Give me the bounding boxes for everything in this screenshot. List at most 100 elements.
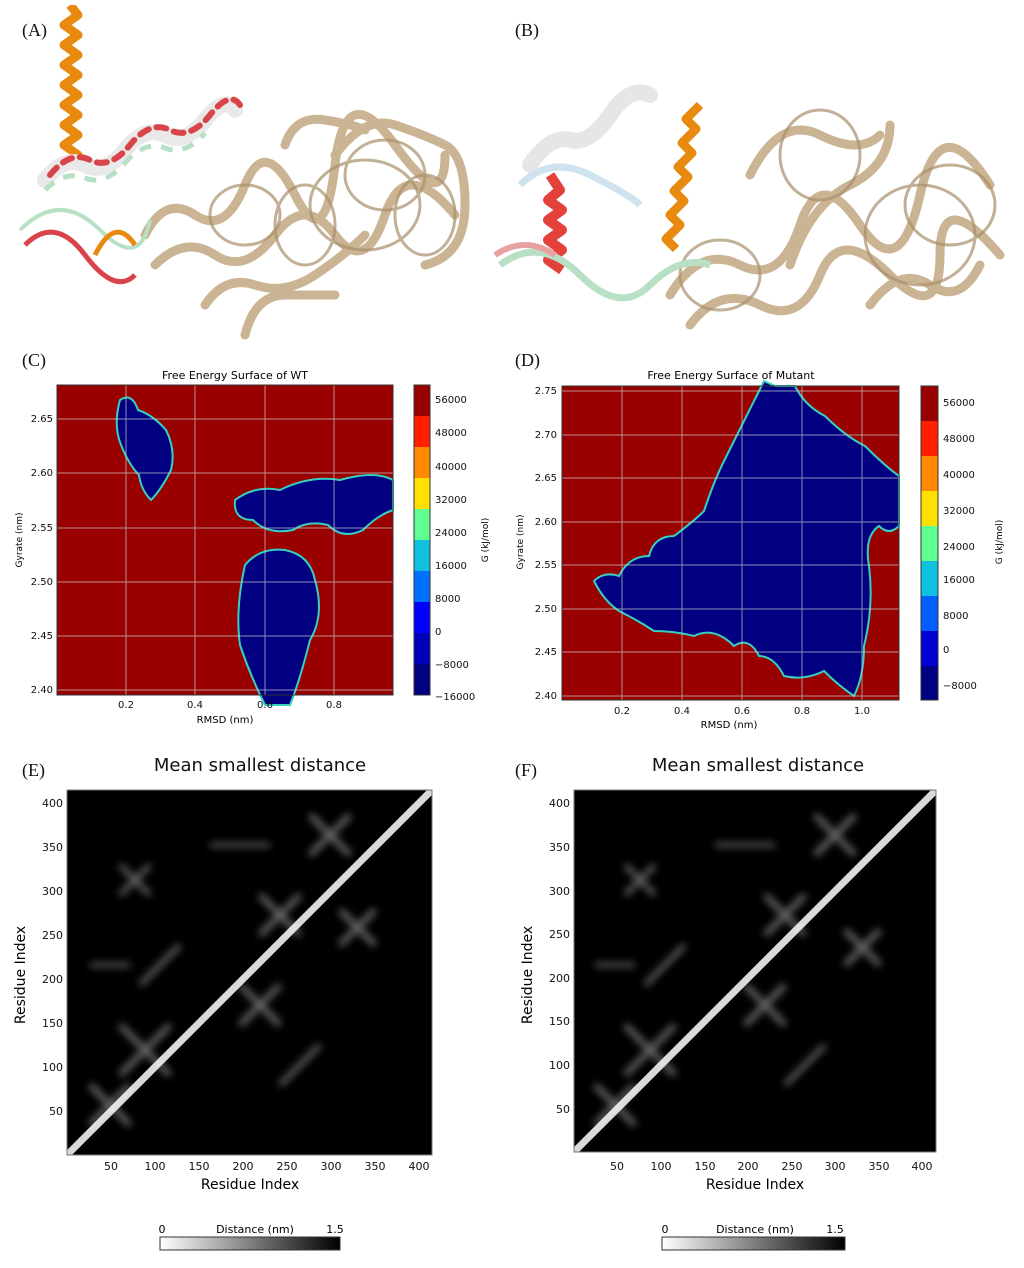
fes-chart-mutant: Free Energy Surface of Mutant 0.2 0.4 0.…	[516, 369, 1005, 731]
svg-text:32000: 32000	[943, 506, 975, 517]
contact-clusters	[592, 812, 883, 1128]
svg-text:250: 250	[549, 928, 570, 941]
x-tick: 0.6	[734, 706, 750, 717]
y-tick-labels: 2.40 2.45 2.50 2.55 2.60 2.65	[31, 414, 53, 696]
grid	[562, 386, 899, 700]
protein-structure-b	[493, 84, 1005, 330]
contact-diagonal	[64, 787, 435, 1158]
y-tick: 2.60	[535, 517, 557, 528]
long-helix-red	[47, 96, 243, 178]
y-axis-label: Gyrate (nm)	[15, 513, 25, 568]
svg-text:400: 400	[912, 1160, 933, 1173]
contact-map-title-f: Mean smallest distance	[651, 755, 865, 776]
y-axis-label: Gyrate (nm)	[516, 515, 526, 570]
colorbar-tick-labels: 56000 48000 40000 32000 24000 16000 8000…	[435, 395, 475, 703]
contact-diagonal	[571, 787, 939, 1155]
x-axis-label: Residue Index	[706, 1177, 804, 1193]
plot-background	[57, 385, 393, 695]
contact-map-f: 50 100 150 200 250 300 350 400 Residue I…	[520, 787, 939, 1251]
y-tick: 2.55	[31, 523, 53, 534]
orange-loop	[92, 229, 138, 257]
svg-text:40000: 40000	[435, 462, 467, 473]
contact-clusters	[87, 812, 378, 1128]
panel-letter-a: (A)	[22, 20, 47, 40]
svg-text:350: 350	[365, 1160, 386, 1173]
x-tick: 0.8	[794, 706, 810, 717]
y-tick: 2.40	[31, 685, 53, 696]
colorbar-label: G (kJ/mol)	[481, 518, 491, 563]
fes-chart-wt: Free Energy Surface of WT 0.2 0.4 0.6 0.…	[15, 369, 491, 726]
svg-text:−8000: −8000	[943, 681, 977, 692]
fes-basin-3	[115, 396, 174, 502]
y-tick: 2.40	[535, 691, 557, 702]
svg-text:200: 200	[42, 973, 63, 986]
y-axis-label: Residue Index	[520, 926, 536, 1024]
svg-text:50: 50	[556, 1103, 570, 1116]
distance-colorbar: 0 Distance (nm) 1.5	[661, 1223, 846, 1251]
x-tick: 0.2	[118, 700, 134, 711]
svg-text:8000: 8000	[943, 611, 968, 622]
y-tick: 2.45	[535, 647, 557, 658]
svg-text:0: 0	[159, 1223, 166, 1236]
y-tick: 2.70	[535, 430, 557, 441]
svg-text:32000: 32000	[435, 495, 467, 506]
svg-text:200: 200	[738, 1160, 759, 1173]
svg-text:−16000: −16000	[435, 692, 475, 703]
colorbar-tick-labels: 56000 48000 40000 32000 24000 16000 8000…	[943, 398, 977, 692]
panel-letter-f: (F)	[515, 760, 537, 780]
colorbar-label: G (kJ/mol)	[995, 520, 1005, 565]
y-tick: 2.75	[535, 386, 557, 397]
lightblue-loop	[517, 163, 643, 208]
fes-basin-main	[592, 379, 900, 698]
x-axis-label: RMSD (nm)	[197, 715, 254, 726]
y-tick: 2.60	[31, 468, 53, 479]
x-tick: 0.2	[614, 706, 630, 717]
svg-text:100: 100	[42, 1061, 63, 1074]
x-tick-labels: 0.2 0.4 0.6 0.8 1.0	[614, 706, 870, 717]
svg-text:100: 100	[651, 1160, 672, 1173]
panel-letter-d: (D)	[515, 350, 540, 370]
svg-text:200: 200	[233, 1160, 254, 1173]
x-tick: 0.8	[326, 700, 342, 711]
contact-map-frame	[66, 789, 433, 1156]
svg-text:50: 50	[610, 1160, 624, 1173]
svg-text:−8000: −8000	[435, 660, 469, 671]
y-tick: 2.65	[31, 414, 53, 425]
svg-text:56000: 56000	[435, 395, 467, 406]
svg-text:350: 350	[869, 1160, 890, 1173]
y-tick-labels: 2.40 2.45 2.50 2.55 2.60 2.65 2.70 2.75	[535, 386, 557, 702]
svg-text:56000: 56000	[943, 398, 975, 409]
y-tick: 2.45	[31, 631, 53, 642]
svg-text:350: 350	[42, 841, 63, 854]
chart-title: Free Energy Surface of Mutant	[647, 369, 815, 382]
y-axis-label: Residue Index	[13, 926, 29, 1024]
red-loop	[23, 229, 137, 285]
orange-helix	[661, 101, 704, 253]
svg-text:Distance (nm): Distance (nm)	[716, 1223, 794, 1236]
svg-text:400: 400	[42, 797, 63, 810]
svg-text:300: 300	[549, 885, 570, 898]
svg-text:24000: 24000	[943, 542, 975, 553]
svg-text:100: 100	[549, 1059, 570, 1072]
svg-text:250: 250	[277, 1160, 298, 1173]
protein-structure-a	[18, 5, 470, 340]
svg-text:150: 150	[549, 1015, 570, 1028]
svg-text:300: 300	[42, 885, 63, 898]
x-axis-label: RMSD (nm)	[701, 720, 758, 731]
x-tick: 0.4	[674, 706, 690, 717]
svg-text:150: 150	[695, 1160, 716, 1173]
x-tick-labels: 0.2 0.4 0.6 0.8	[118, 700, 342, 711]
svg-text:200: 200	[549, 972, 570, 985]
svg-text:250: 250	[42, 929, 63, 942]
svg-text:350: 350	[549, 841, 570, 854]
svg-text:50: 50	[49, 1105, 63, 1118]
protein-body-ribbon	[140, 109, 470, 340]
svg-text:1.5: 1.5	[826, 1223, 844, 1236]
x-tick: 1.0	[854, 706, 870, 717]
svg-text:150: 150	[42, 1017, 63, 1030]
svg-text:0: 0	[662, 1223, 669, 1236]
svg-text:250: 250	[782, 1160, 803, 1173]
contact-map-e: 50 100 150 200 250 300 350 400 Residue I…	[13, 787, 435, 1251]
x-tick: 0.4	[187, 700, 203, 711]
contact-map-frame	[573, 789, 937, 1153]
